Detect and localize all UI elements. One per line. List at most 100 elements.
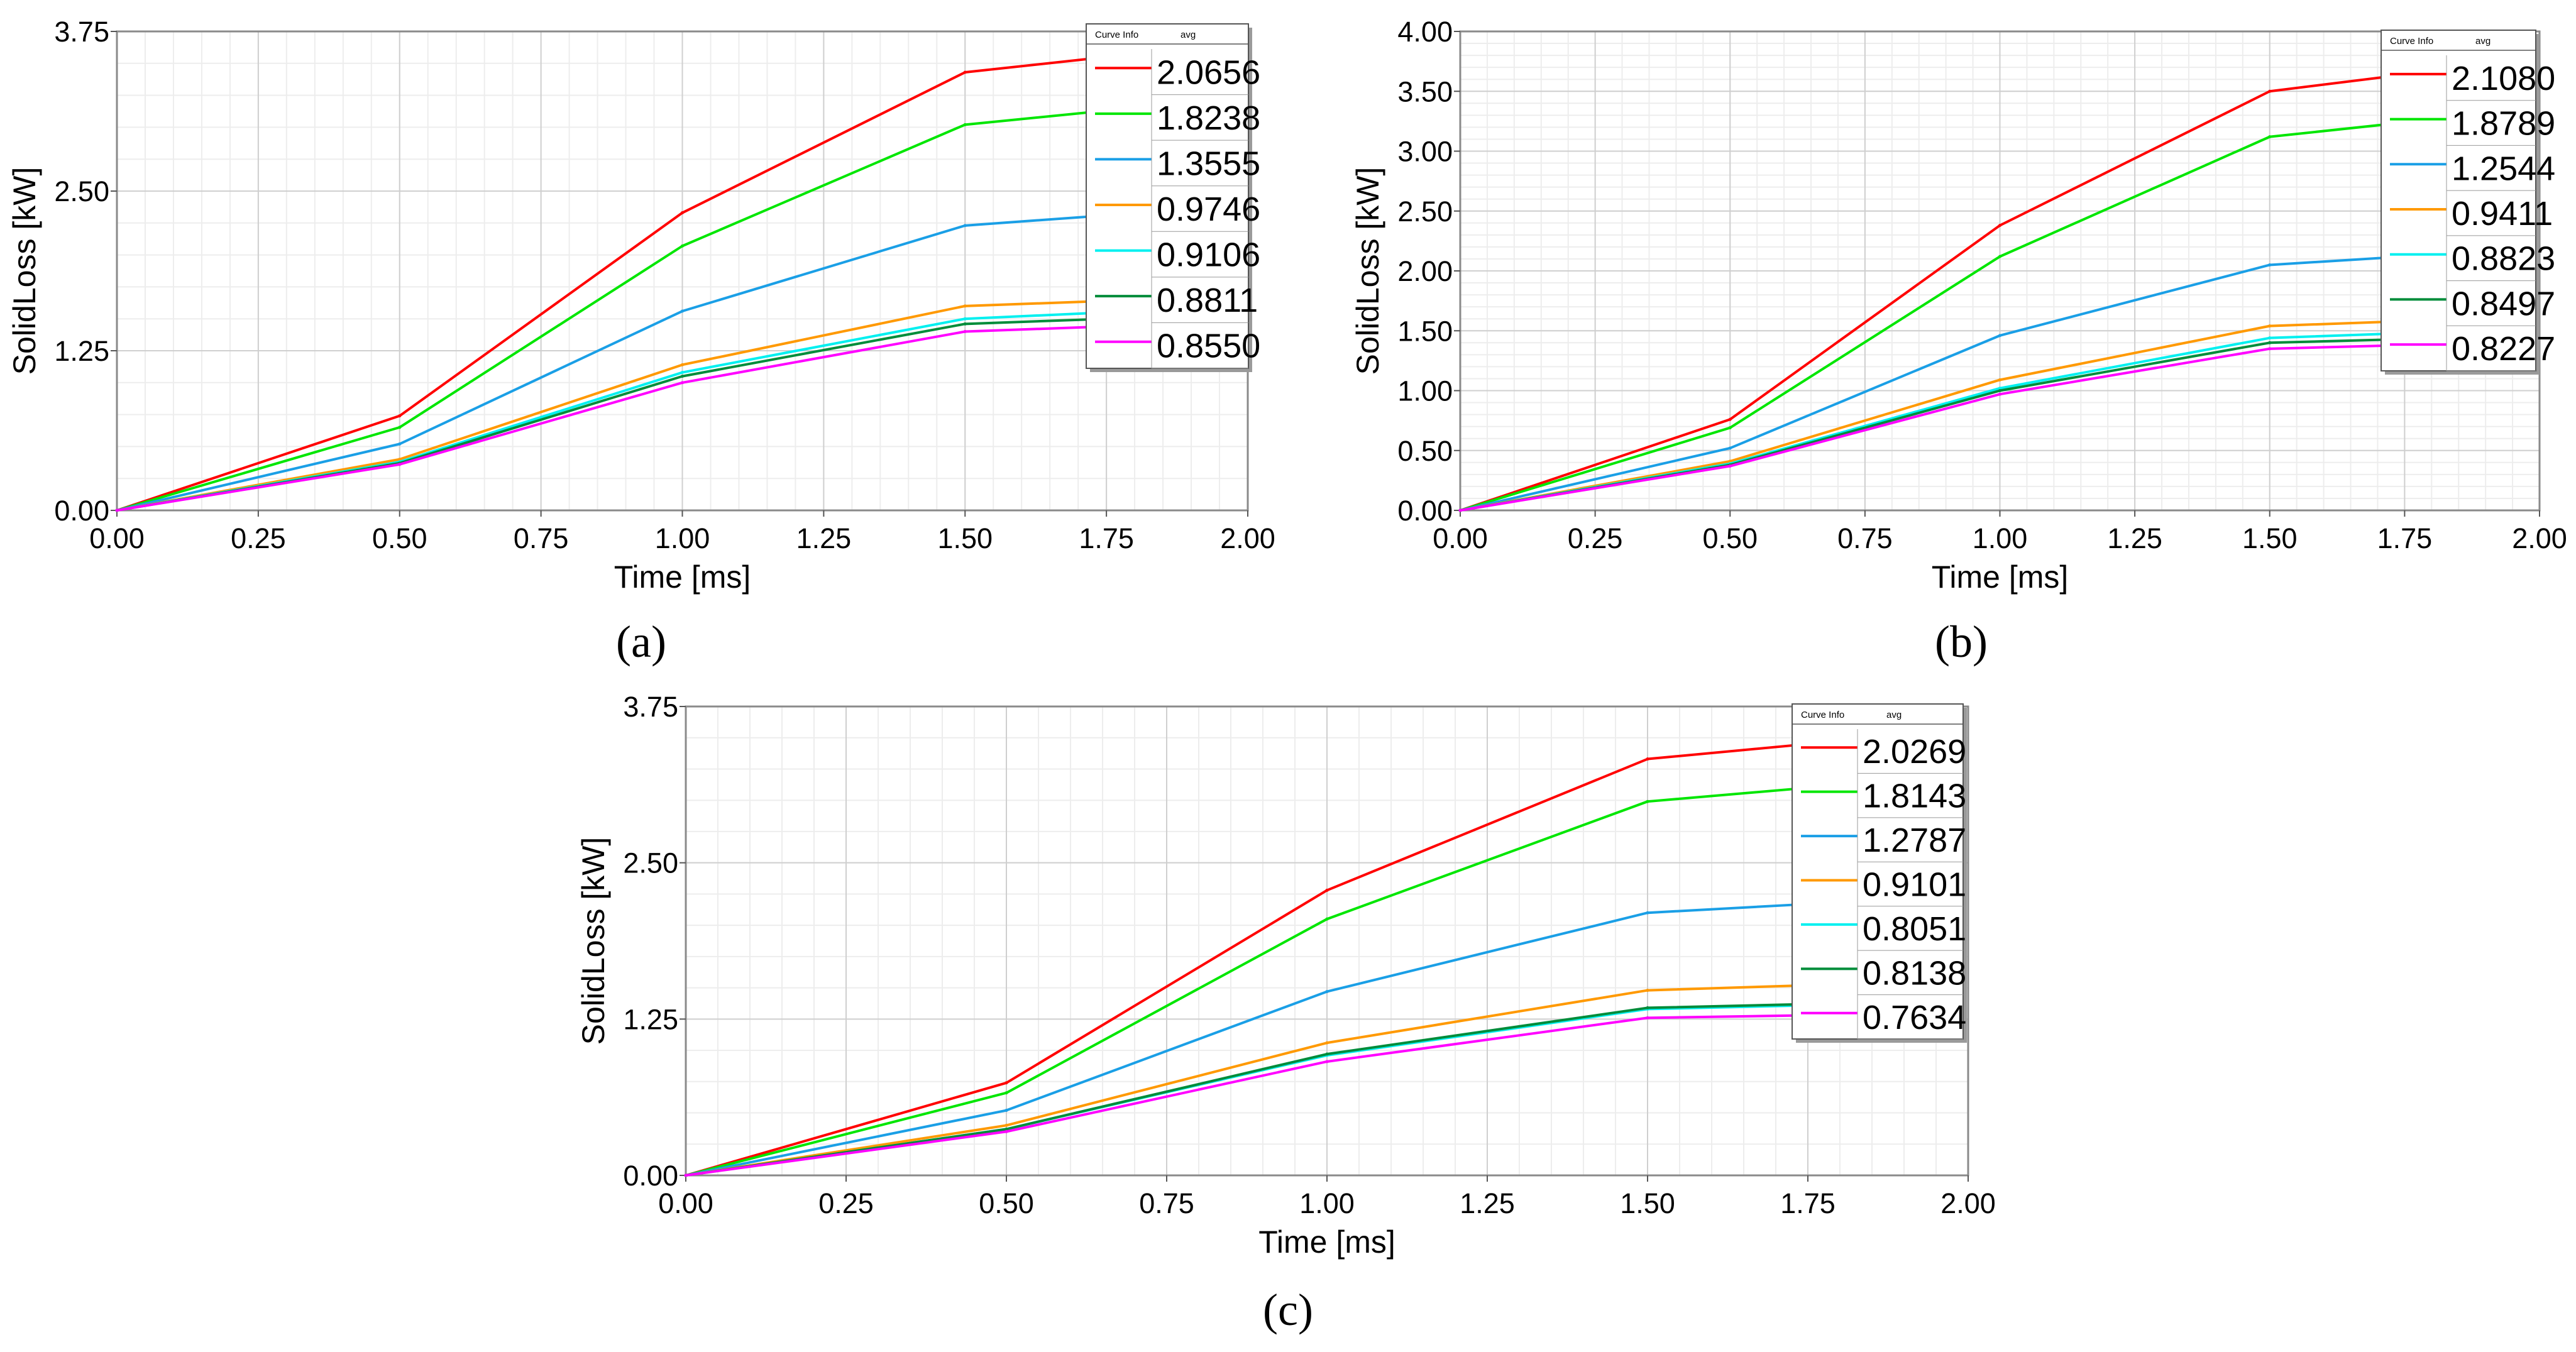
x-tick-label: 0.00 xyxy=(658,1187,713,1219)
data-point xyxy=(963,70,967,74)
data-point xyxy=(1005,1081,1008,1085)
legend-entry: 2.1080 xyxy=(2452,60,2555,97)
legend-header-avg: avg xyxy=(1181,30,1196,40)
x-tick-label: 0.00 xyxy=(89,522,145,554)
legend-entry: 0.8823 xyxy=(2452,240,2555,278)
legend-header-curve-info: Curve Info xyxy=(1095,30,1138,40)
legend-entry: 0.9411 xyxy=(2452,195,2553,233)
y-tick-label: 0.00 xyxy=(623,1160,678,1192)
chart-panel-a: 0.00 0.25 0.50 0.75 1.00 1.25 1.50 1.75 2.00 0.00… xyxy=(7,16,1275,595)
y-axis-label: SolidLoss [kW] xyxy=(7,167,42,375)
x-tick-label: 0.75 xyxy=(1139,1187,1194,1219)
data-point xyxy=(1646,911,1649,915)
y-tick-label: 3.50 xyxy=(1397,75,1453,107)
data-point xyxy=(1646,989,1649,992)
legend-entry: 0.9746 xyxy=(1157,190,1260,228)
x-tick-label: 0.00 xyxy=(1433,522,1488,554)
legend-header-curve-info: Curve Info xyxy=(2390,36,2433,47)
data-point xyxy=(1005,1129,1008,1133)
data-point xyxy=(1646,1006,1649,1009)
data-point xyxy=(1998,255,2001,258)
data-point xyxy=(1646,757,1649,761)
data-point xyxy=(1325,888,1329,892)
data-point xyxy=(2268,135,2272,139)
x-tick-label: 1.00 xyxy=(1299,1187,1355,1219)
data-point xyxy=(1325,1060,1329,1063)
legend-entry: 0.8051 xyxy=(1863,910,1966,948)
data-point xyxy=(1998,392,2001,396)
x-tick-label: 1.50 xyxy=(2242,522,2298,554)
panel-label-c: (c) xyxy=(1263,1285,1313,1335)
series-line-1.8143 xyxy=(685,786,1808,1177)
legend-entry: 1.8143 xyxy=(1863,778,1966,815)
data-point xyxy=(1005,1127,1008,1131)
legend-entry: 0.8550 xyxy=(1157,327,1260,365)
data-point xyxy=(1728,426,1732,430)
y-tick-label: 3.75 xyxy=(623,691,678,723)
legend-header-avg: avg xyxy=(2475,36,2491,47)
data-point xyxy=(681,211,684,215)
data-point xyxy=(681,381,684,385)
legend-entry: 1.8238 xyxy=(1157,99,1260,137)
data-point xyxy=(2268,89,2272,93)
legend-entry: 0.8227 xyxy=(2452,330,2555,368)
x-tick-label: 0.75 xyxy=(1837,522,1893,554)
data-point xyxy=(1646,1016,1649,1019)
legend-entry: 1.2787 xyxy=(1863,822,1966,859)
data-point xyxy=(681,244,684,248)
panel-label-a: (a) xyxy=(616,617,666,667)
x-tick-label: 1.00 xyxy=(655,522,710,554)
legend-entry: 2.0656 xyxy=(1157,53,1260,91)
series-line-2.0656 xyxy=(116,55,1107,512)
data-point xyxy=(1458,508,1462,512)
y-axis-label: SolidLoss [kW] xyxy=(576,837,611,1045)
x-axis-label: Time [ms] xyxy=(1258,1224,1395,1260)
x-tick-label: 0.50 xyxy=(372,522,427,554)
y-tick-label: 2.50 xyxy=(54,175,109,207)
data-point xyxy=(1325,1052,1329,1056)
y-tick-label: 3.75 xyxy=(54,16,109,48)
x-tick-label: 1.25 xyxy=(1460,1187,1515,1219)
y-tick-label: 0.50 xyxy=(1397,435,1453,467)
data-point xyxy=(398,442,402,446)
data-point xyxy=(963,123,967,126)
legend-entry: 1.8789 xyxy=(2452,105,2555,143)
y-tick-label: 0.00 xyxy=(54,495,109,527)
data-point xyxy=(398,414,402,418)
y-tick-label: 2.50 xyxy=(623,847,678,879)
chart-panel-c: 0.00 0.25 0.50 0.75 1.00 1.25 1.50 1.75 2.00 0.00… xyxy=(576,691,1996,1260)
x-tick-label: 1.50 xyxy=(1620,1187,1675,1219)
legend-entry: 1.2544 xyxy=(2452,150,2555,187)
x-axis-label: Time [ms] xyxy=(1932,559,2069,595)
data-point xyxy=(115,508,119,512)
data-point xyxy=(1728,446,1732,450)
x-tick-label: 2.00 xyxy=(2512,522,2567,554)
data-point xyxy=(2268,324,2272,328)
series-line-2.0269 xyxy=(685,742,1808,1177)
data-point xyxy=(1728,464,1732,468)
y-tick-label: 4.00 xyxy=(1397,16,1453,48)
series-line-1.2787 xyxy=(685,903,1808,1177)
legend-entry: 0.8497 xyxy=(2452,285,2555,322)
y-tick-label: 2.00 xyxy=(1397,255,1453,287)
legend-entry: 0.9101 xyxy=(1863,866,1966,904)
panel-label-b: (b) xyxy=(1935,617,1988,667)
data-point xyxy=(1325,917,1329,921)
x-tick-label: 0.25 xyxy=(1568,522,1623,554)
x-tick-label: 1.50 xyxy=(937,522,993,554)
x-tick-label: 2.00 xyxy=(1220,522,1275,554)
data-point xyxy=(681,375,684,378)
legend-box xyxy=(2381,30,2536,371)
legend-box xyxy=(1792,703,1964,1040)
data-point xyxy=(398,426,402,429)
x-tick-label: 1.75 xyxy=(1780,1187,1836,1219)
data-point xyxy=(1005,1109,1008,1113)
x-tick-label: 0.50 xyxy=(1702,522,1758,554)
data-point xyxy=(1005,1123,1008,1127)
x-tick-label: 1.75 xyxy=(2377,522,2433,554)
y-tick-label: 1.25 xyxy=(54,335,109,367)
x-tick-label: 1.00 xyxy=(1973,522,2028,554)
x-axis-label: Time [ms] xyxy=(614,559,751,595)
x-tick-label: 0.25 xyxy=(231,522,286,554)
data-point xyxy=(1998,389,2001,392)
